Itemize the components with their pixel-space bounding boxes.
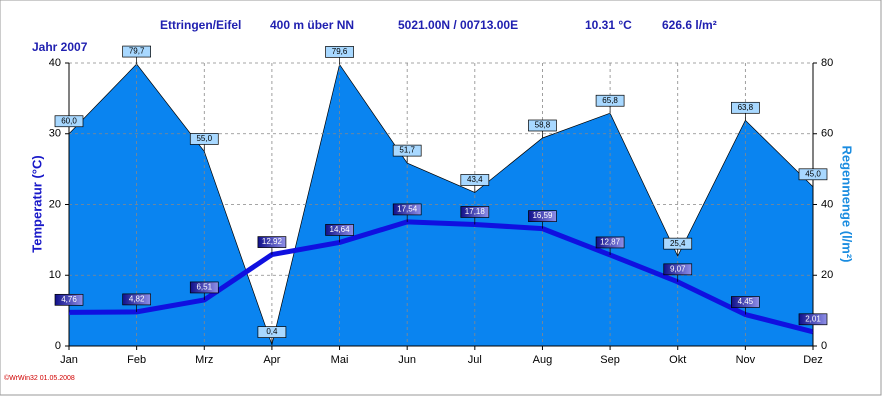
x-tick-label: Jan [60,354,78,366]
value-label-box [189,281,219,294]
y2-tick-label: 60 [821,128,833,140]
value-label-box [798,313,828,326]
value-label: 60,0 [61,116,77,125]
value-label: 63,8 [738,103,754,112]
y2-tick-label: 80 [821,57,833,69]
value-label-box [595,236,625,249]
x-tick-label: Mai [331,354,349,366]
value-label: 58,8 [535,121,551,130]
value-label: 16,59 [532,211,553,220]
y2-axis-title: Regenmenge (l/m²) [840,145,855,262]
value-label: 6,51 [196,283,212,292]
value-label-box [528,210,557,222]
value-label: 4,82 [129,295,145,304]
value-label: 45,0 [805,169,821,178]
value-label-box [54,293,84,306]
value-label-box [122,293,151,306]
footer: ©WrWin32 01.05.2008 [4,374,75,382]
header-location: Ettringen/Eifel [160,18,241,32]
value-label-box [189,133,219,145]
value-label: 43,4 [467,175,483,184]
header-precipitation: 626.6 l/m² [662,18,717,32]
x-tick-label: Mrz [195,354,213,366]
value-label-box [460,174,490,186]
temperature-line [68,219,814,335]
value-label: 2,01 [805,314,821,323]
value-label-box [122,45,151,58]
value-label-box [528,119,557,132]
y2-tick-label: 40 [821,198,833,210]
value-label-box [798,168,828,181]
value-label: 79,6 [332,47,348,56]
y2-tick-label: 0 [821,340,827,352]
value-label-box [392,203,422,216]
value-label: 17,18 [465,207,486,216]
value-label: 17,54 [397,205,418,214]
x-tick-label: Apr [263,354,280,366]
value-label: 14,64 [330,225,351,234]
x-tick-label: Jul [468,354,482,366]
y-tick-label: 20 [49,198,61,210]
x-tick-label: Jun [398,354,416,366]
y-tick-label: 10 [49,269,61,281]
value-label-box [257,326,287,338]
value-label: 4,45 [738,297,754,306]
value-label: 0,4 [266,327,278,336]
value-label: 51,7 [399,146,415,155]
value-label: 65,8 [602,96,618,105]
value-label-box [325,46,354,58]
value-label: 55,0 [196,134,212,143]
subtitle: Jahr 2007 [32,40,88,54]
header-temperature: 10.31 °C [585,18,632,32]
x-tick-label: Feb [127,354,146,366]
x-tick-label: Okt [669,354,686,366]
value-label-box [392,144,422,157]
x-tick-label: Sep [600,354,620,366]
value-label: 9,07 [670,264,686,273]
value-label: 79,7 [129,47,145,56]
y-tick-label: 30 [49,128,61,140]
value-label: 4,76 [61,295,77,304]
value-label: 12,87 [600,238,621,247]
y-tick-label: 40 [49,57,61,69]
y-axis-title: Temperatur (°C) [29,155,44,252]
value-label-box [325,224,354,236]
value-label-box [257,236,287,248]
x-tick-label: Dez [803,354,823,366]
x-tick-label: Aug [533,354,553,366]
value-label-box [460,206,490,218]
value-label: 12,92 [262,237,283,246]
value-label-box [54,115,84,128]
x-tick-label: Nov [736,354,756,366]
value-label-box [663,263,693,276]
value-label-box [731,296,760,308]
value-label: 25,4 [670,239,686,248]
y2-tick-label: 20 [821,269,833,281]
header-altitude: 400 m über NN [270,18,354,32]
value-label-box [595,94,625,107]
value-label-box [731,101,760,114]
value-label-box [663,237,693,250]
y-tick-label: 0 [55,340,61,352]
header-coordinates: 5021.00N / 00713.00E [398,18,518,32]
